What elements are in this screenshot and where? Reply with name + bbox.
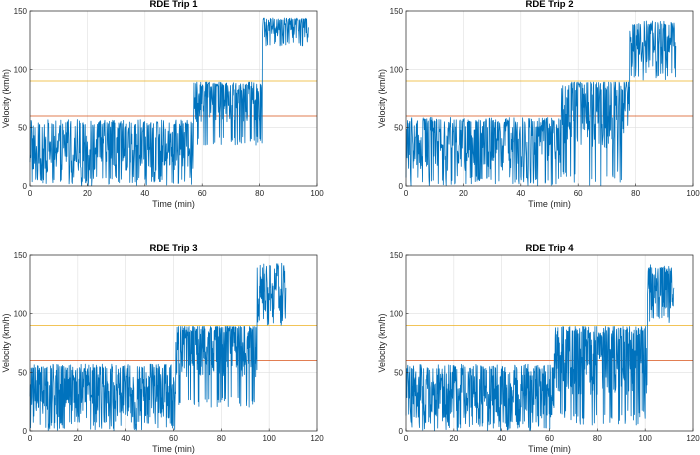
subplot-3: 0 20 40 60 80 100 120 0 50 100 150 RDE Trip 3 Time (… [1,243,324,454]
velocity-series-line [29,17,309,187]
x-tick-label: 40 [516,189,525,198]
y-tick-label: 150 [390,251,404,260]
x-tick-label: 80 [593,434,602,443]
x-tick-label: 60 [169,434,178,443]
x-tick-label: 40 [497,434,506,443]
x-tick-label: 20 [83,189,92,198]
chart-title: RDE Trip 4 [525,243,574,254]
x-tick-label: 100 [686,189,700,198]
y-tick-label: 50 [394,368,403,377]
x-axis-label: Time (min) [152,444,195,454]
x-tick-label: 120 [310,434,324,443]
y-axis-label: Velocity (km/h) [377,69,387,128]
velocity-series-line [405,264,675,432]
chart-title: RDE Trip 1 [149,0,198,10]
x-tick-label: 100 [310,189,324,198]
x-tick-label: 40 [121,434,130,443]
y-tick-label: 0 [23,182,28,191]
y-tick-label: 0 [399,427,404,436]
x-axis-label: Time (min) [528,199,571,209]
x-tick-label: 0 [28,434,33,443]
subplot-2: 0 20 40 60 80 100 0 50 100 150 RDE Trip 2 Time (min… [377,0,700,209]
x-tick-label: 0 [404,434,409,443]
x-tick-label: 80 [217,434,226,443]
x-tick-label: 0 [28,189,33,198]
x-tick-label: 60 [545,434,554,443]
y-axis-label: Velocity (km/h) [1,313,11,372]
y-tick-label: 100 [390,310,404,319]
y-axis-label: Velocity (km/h) [1,69,11,128]
subplot-1: 0 20 40 60 80 100 0 50 100 150 RDE Trip 1 Time (min… [1,0,324,209]
x-tick-label: 20 [449,434,458,443]
y-tick-label: 0 [399,182,404,191]
x-tick-label: 60 [574,189,583,198]
y-tick-label: 50 [18,368,27,377]
y-axis-label: Velocity (km/h) [377,313,387,372]
axes-frame [405,10,694,187]
velocity-series-line [29,262,287,432]
y-tick-label: 150 [14,251,28,260]
x-tick-label: 20 [73,434,82,443]
axes-frame [29,10,318,187]
y-tick-label: 100 [390,65,404,74]
y-tick-label: 100 [14,310,28,319]
x-tick-label: 100 [262,434,276,443]
x-tick-label: 60 [198,189,207,198]
y-tick-label: 50 [18,124,27,133]
y-tick-label: 0 [23,427,28,436]
y-tick-label: 150 [390,7,404,16]
y-tick-label: 50 [394,124,403,133]
subplot-4: 0 20 40 60 80 100 120 0 50 100 150 RDE Trip 4 Time (… [377,243,700,454]
x-axis-label: Time (min) [528,444,571,454]
x-tick-label: 80 [255,189,264,198]
x-tick-label: 0 [404,189,409,198]
x-tick-label: 20 [459,189,468,198]
x-tick-label: 120 [686,434,700,443]
x-tick-label: 100 [638,434,652,443]
x-tick-label: 40 [140,189,149,198]
chart-title: RDE Trip 2 [525,0,573,10]
velocity-series-line [405,20,677,187]
x-tick-label: 80 [631,189,640,198]
chart-title: RDE Trip 3 [149,243,197,254]
y-tick-label: 100 [14,65,28,74]
x-axis-label: Time (min) [152,199,195,209]
y-tick-label: 150 [14,7,28,16]
